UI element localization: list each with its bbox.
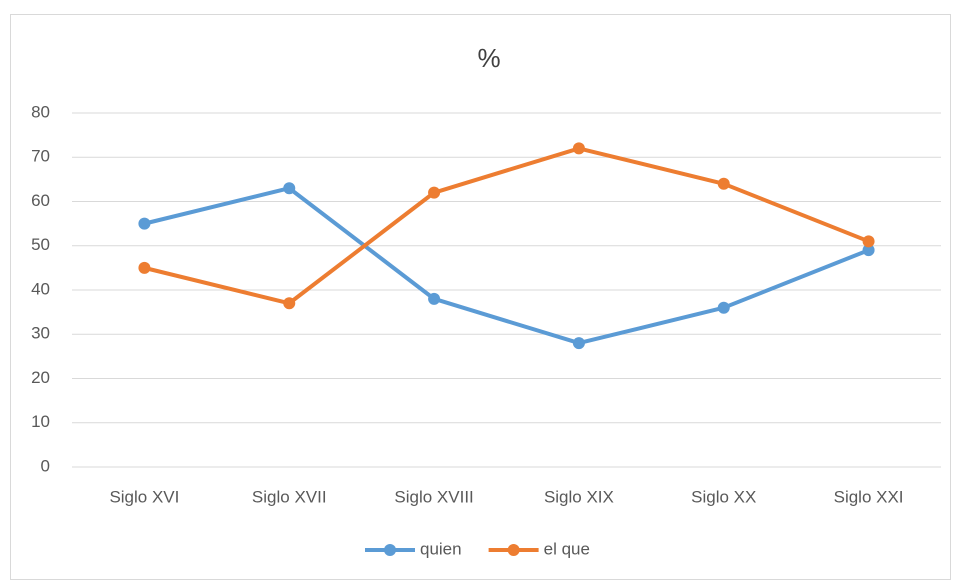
data-point — [572, 142, 585, 155]
data-point — [428, 292, 441, 305]
data-point — [717, 301, 730, 314]
data-point — [283, 182, 296, 195]
x-tick-label: Siglo XVII — [252, 487, 327, 506]
y-tick-label: 60 — [31, 191, 50, 210]
data-point — [717, 177, 730, 190]
data-point — [138, 217, 151, 230]
chart-border — [10, 14, 951, 580]
y-tick-label: 40 — [31, 279, 50, 298]
data-point — [572, 337, 585, 350]
y-tick-label: 80 — [31, 102, 50, 121]
x-tick-label: Siglo XIX — [544, 487, 614, 506]
legend-label: el que — [544, 539, 590, 558]
legend-label: quien — [420, 539, 462, 558]
series-line — [143, 146, 870, 306]
x-tick-label: Siglo XX — [691, 487, 756, 506]
y-tick-label: 50 — [31, 235, 50, 254]
data-point — [428, 186, 441, 199]
y-tick-label: 70 — [31, 147, 50, 166]
series-line — [143, 186, 870, 346]
y-tick-label: 20 — [31, 368, 50, 387]
legend-marker — [507, 544, 520, 556]
y-tick-label: 10 — [31, 412, 50, 431]
data-point — [862, 244, 875, 257]
chart-title: % — [477, 43, 500, 73]
y-tick-label: 0 — [41, 456, 50, 475]
legend-marker — [384, 544, 396, 556]
data-point — [283, 297, 296, 310]
x-tick-label: Siglo XVIII — [394, 487, 473, 506]
data-point — [862, 235, 875, 248]
x-tick-label: Siglo XVI — [109, 487, 179, 506]
data-point — [138, 261, 151, 274]
y-tick-label: 30 — [31, 324, 50, 343]
x-tick-label: Siglo XXI — [834, 487, 904, 506]
